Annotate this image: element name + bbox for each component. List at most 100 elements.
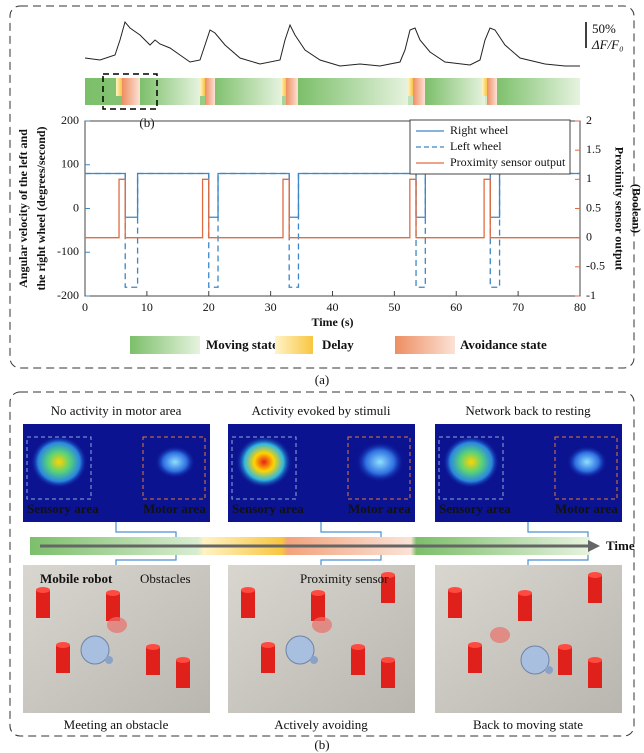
y-tick-label: -200 (57, 288, 79, 302)
y2-tick-label: -1 (586, 288, 596, 302)
series-line (85, 179, 580, 237)
obstacle-top (448, 587, 462, 593)
legend-swatch (275, 336, 313, 354)
scale-bar-value: 50% (592, 21, 616, 36)
y2-tick-label: 2 (586, 113, 592, 127)
state-moving (140, 78, 200, 105)
sensor-cone (107, 617, 127, 633)
sensory-label: Sensory area (439, 501, 511, 516)
obstacle (311, 593, 325, 621)
scene (23, 565, 210, 713)
obstacle (588, 575, 602, 603)
x-tick-label: 80 (574, 300, 586, 314)
robot-wheel (105, 656, 113, 664)
obstacle-top (146, 644, 160, 650)
state-avoid (487, 78, 497, 105)
y2-axis-label: Proximity sensor output (612, 147, 626, 271)
time-label: Time (606, 538, 635, 553)
state-avoid (413, 78, 425, 105)
series-line (85, 174, 580, 288)
obstacle (106, 593, 120, 621)
obstacle-top (588, 657, 602, 663)
x-axis-label: Time (s) (311, 315, 353, 329)
sensory-label: Sensory area (232, 501, 304, 516)
sensory-label: Sensory area (27, 501, 99, 516)
state-avoid (286, 78, 298, 105)
y-axis-label: Angular velocity of the left and (16, 129, 30, 288)
state-delay (482, 78, 487, 96)
obstacle (518, 593, 532, 621)
y2-tick-label: 1 (586, 171, 592, 185)
state-delay (408, 78, 413, 96)
series-line (85, 174, 580, 218)
obstacle-top (588, 572, 602, 578)
sensory-activity (31, 436, 87, 488)
x-tick-label: 20 (203, 300, 215, 314)
state-moving (298, 78, 408, 105)
frame-title: Network back to resting (465, 403, 591, 418)
annotation: Mobile robot (40, 571, 113, 586)
obstacle-top (176, 657, 190, 663)
y-tick-label: -100 (57, 244, 79, 258)
obstacle-top (351, 644, 365, 650)
sensory-activity (443, 436, 499, 488)
obstacle (558, 647, 572, 675)
sensor-cone (490, 627, 510, 643)
obstacle-top (381, 657, 395, 663)
x-tick-label: 70 (512, 300, 524, 314)
motor-activity (567, 446, 607, 478)
sensory-activity (236, 436, 292, 488)
legend-label: Avoidance state (460, 337, 547, 352)
state-legend: Moving state Delay Avoidance state (130, 336, 547, 354)
y2-axis-label: (Boolean) (629, 184, 643, 233)
state-delay (116, 78, 122, 96)
state-moving (425, 78, 485, 105)
obstacle-top (311, 590, 325, 596)
page: 50% ΔF/F₀ (b) -200-1000100200-1-0.500.51… (0, 0, 644, 753)
figure: 50% ΔF/F₀ (b) -200-1000100200-1-0.500.51… (0, 0, 644, 753)
frame-caption: Back to moving state (473, 717, 583, 732)
state-moving (212, 78, 282, 105)
obstacle-top (468, 642, 482, 648)
x-tick-label: 30 (265, 300, 277, 314)
x-tick-label: 0 (82, 300, 88, 314)
sensor-cone (312, 617, 332, 633)
scale-bar-unit: ΔF/F₀ (591, 37, 624, 52)
state-moving (495, 78, 580, 105)
obstacle (176, 660, 190, 688)
frame-title: Activity evoked by stimuli (251, 403, 390, 418)
motor-activity (356, 442, 404, 482)
frame-caption: Actively avoiding (274, 717, 368, 732)
obstacle-top (261, 642, 275, 648)
legend-swatch (130, 336, 200, 354)
obstacle-top (56, 642, 70, 648)
x-tick-label: 50 (388, 300, 400, 314)
panel-label: (b) (314, 737, 329, 752)
inset-label: (b) (139, 115, 154, 130)
state-bar (85, 78, 580, 105)
obstacle (241, 590, 255, 618)
y-tick-label: 200 (61, 113, 79, 127)
annotation: Proximity sensor (300, 571, 389, 586)
obstacle-top (241, 587, 255, 593)
obstacle-top (558, 644, 572, 650)
obstacle (381, 660, 395, 688)
state-avoid (205, 78, 215, 105)
y-tick-label: 0 (73, 200, 79, 214)
obstacle-top (36, 587, 50, 593)
x-tick-label: 40 (327, 300, 339, 314)
obstacle (36, 590, 50, 618)
motor-activity (155, 446, 195, 478)
y2-tick-label: -0.5 (586, 259, 605, 273)
robot (81, 636, 109, 664)
y2-tick-label: 0 (586, 229, 592, 243)
arrow-head (588, 540, 600, 552)
robot (286, 636, 314, 664)
annotation: Obstacles (140, 571, 191, 586)
legend-label: Right wheel (450, 123, 509, 137)
y-tick-label: 100 (61, 157, 79, 171)
legend-swatch (395, 336, 455, 354)
x-tick-label: 60 (450, 300, 462, 314)
legend-label: Delay (322, 337, 354, 352)
